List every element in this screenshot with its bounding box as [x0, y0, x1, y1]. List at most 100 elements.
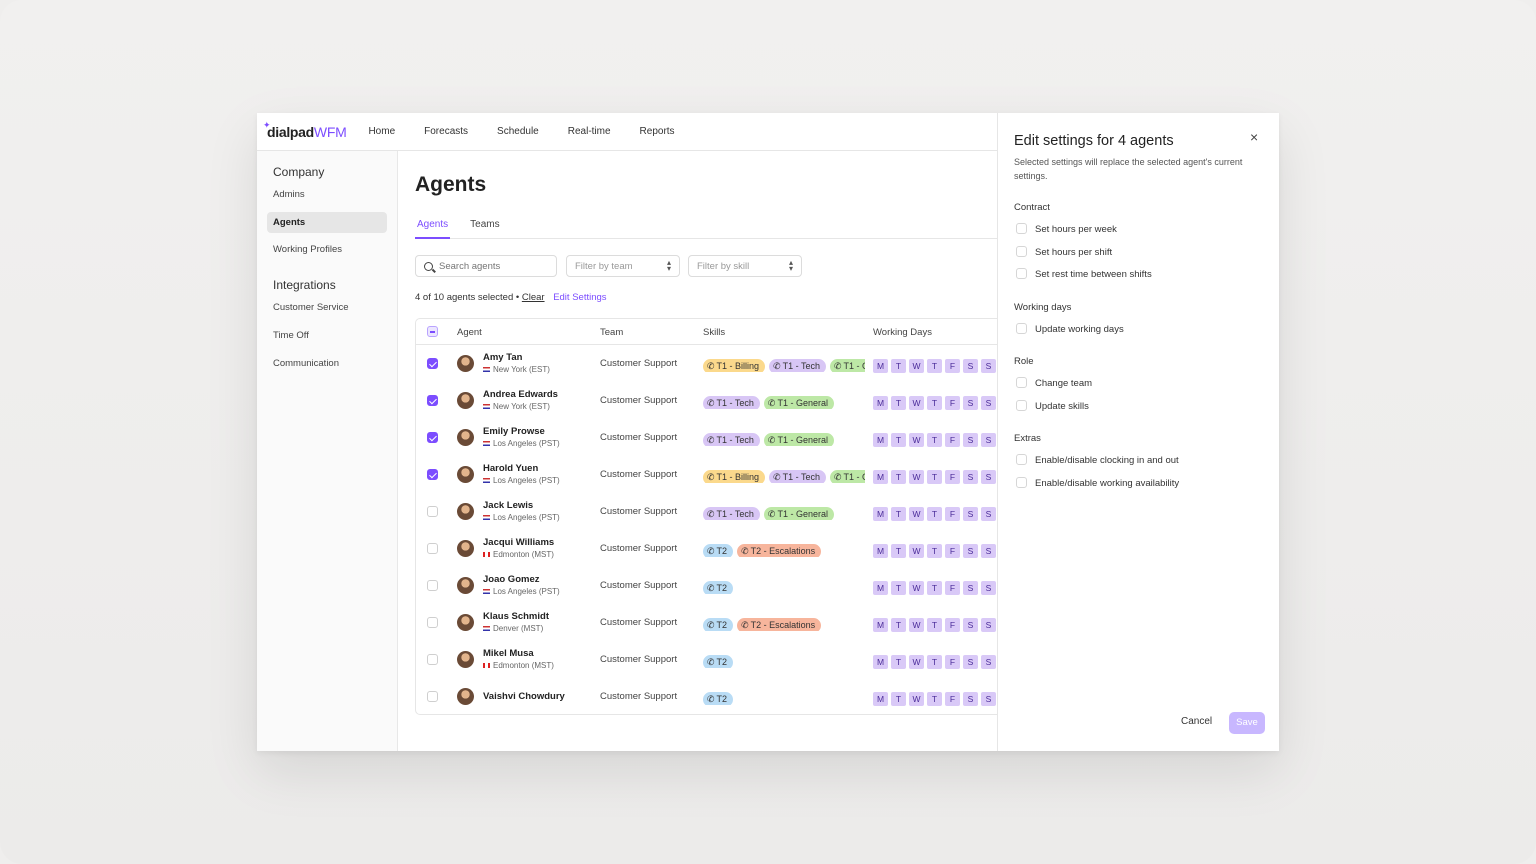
table-row[interactable]: Andrea Edwards New York (EST) Customer Sup… — [416, 382, 997, 419]
dialpad-wfm-logo[interactable]: ✦ dialpadWFM — [263, 120, 347, 140]
day-badge[interactable]: T — [891, 618, 906, 632]
nav-forecasts[interactable]: Forecasts — [424, 126, 469, 137]
day-badge[interactable]: S — [981, 655, 996, 669]
day-badge[interactable]: W — [909, 544, 924, 558]
edit-settings-link[interactable]: Edit Settings — [553, 292, 607, 303]
day-badge[interactable]: M — [873, 544, 888, 558]
day-badge[interactable]: S — [981, 396, 996, 410]
day-badge[interactable]: F — [945, 359, 960, 373]
sidebar-item-communication[interactable]: Communication — [273, 358, 339, 369]
search-input[interactable] — [439, 260, 549, 272]
filter-skill-select[interactable]: Filter by skill ▴ ▾ — [688, 255, 802, 277]
day-badge[interactable]: M — [873, 581, 888, 595]
checkbox[interactable] — [1016, 400, 1027, 411]
close-icon[interactable]: × — [1250, 129, 1259, 145]
day-badge[interactable]: F — [945, 618, 960, 632]
day-badge[interactable]: S — [981, 692, 996, 706]
day-badge[interactable]: M — [873, 692, 888, 706]
day-badge[interactable]: W — [909, 470, 924, 484]
sidebar-item-admins[interactable]: Admins — [273, 189, 305, 200]
day-badge[interactable]: W — [909, 396, 924, 410]
day-badge[interactable]: M — [873, 655, 888, 669]
day-badge[interactable]: T — [927, 396, 942, 410]
checkbox[interactable] — [1016, 268, 1027, 279]
day-badge[interactable]: F — [945, 544, 960, 558]
day-badge[interactable]: T — [891, 470, 906, 484]
clear-selection-link[interactable]: Clear — [521, 292, 545, 303]
day-badge[interactable]: W — [909, 618, 924, 632]
sidebar-item-agents[interactable]: Agents — [267, 212, 387, 233]
table-row[interactable]: Mikel Musa Edmonton (MST) Customer Support… — [416, 641, 997, 678]
day-badge[interactable]: S — [981, 618, 996, 632]
day-badge[interactable]: T — [891, 359, 906, 373]
day-badge[interactable]: T — [927, 618, 942, 632]
day-badge[interactable]: T — [891, 396, 906, 410]
option-change-team[interactable]: Change team — [1016, 377, 1092, 389]
day-badge[interactable]: T — [927, 359, 942, 373]
checkbox[interactable] — [1016, 454, 1027, 465]
day-badge[interactable]: M — [873, 470, 888, 484]
day-badge[interactable]: W — [909, 692, 924, 706]
tab-teams[interactable]: Teams — [470, 219, 500, 230]
option-set-rest-time[interactable]: Set rest time between shifts — [1016, 268, 1152, 280]
day-badge[interactable]: S — [963, 581, 978, 595]
option-working-availability[interactable]: Enable/disable working availability — [1016, 477, 1179, 489]
day-badge[interactable]: T — [927, 470, 942, 484]
row-checkbox[interactable] — [427, 432, 438, 443]
day-badge[interactable]: T — [927, 507, 942, 521]
day-badge[interactable]: S — [963, 692, 978, 706]
day-badge[interactable]: S — [963, 507, 978, 521]
day-badge[interactable]: W — [909, 655, 924, 669]
day-badge[interactable]: S — [963, 396, 978, 410]
nav-schedule[interactable]: Schedule — [497, 126, 539, 137]
row-checkbox[interactable] — [427, 654, 438, 665]
day-badge[interactable]: S — [963, 544, 978, 558]
day-badge[interactable]: F — [945, 655, 960, 669]
table-row[interactable]: Emily Prowse Los Angeles (PST) Customer Su… — [416, 419, 997, 456]
option-set-hours-per-shift[interactable]: Set hours per shift — [1016, 246, 1112, 258]
nav-reports[interactable]: Reports — [639, 126, 675, 137]
row-checkbox[interactable] — [427, 543, 438, 554]
option-set-hours-per-week[interactable]: Set hours per week — [1016, 223, 1117, 235]
checkbox[interactable] — [1016, 246, 1027, 257]
day-badge[interactable]: M — [873, 507, 888, 521]
day-badge[interactable]: T — [891, 655, 906, 669]
day-badge[interactable]: S — [981, 470, 996, 484]
day-badge[interactable]: S — [963, 433, 978, 447]
day-badge[interactable]: F — [945, 433, 960, 447]
select-all-checkbox[interactable] — [427, 326, 438, 337]
filter-team-select[interactable]: Filter by team ▴ ▾ — [566, 255, 680, 277]
day-badge[interactable]: T — [891, 433, 906, 447]
day-badge[interactable]: S — [981, 359, 996, 373]
day-badge[interactable]: W — [909, 359, 924, 373]
save-button[interactable]: Save — [1229, 712, 1265, 734]
cancel-button[interactable]: Cancel — [1181, 716, 1213, 727]
day-badge[interactable]: T — [891, 692, 906, 706]
checkbox[interactable] — [1016, 377, 1027, 388]
table-row[interactable]: Vaishvi Chowdury Customer Support ✆ T2 M T W T F… — [416, 678, 997, 714]
row-checkbox[interactable] — [427, 469, 438, 480]
checkbox[interactable] — [1016, 223, 1027, 234]
day-badge[interactable]: F — [945, 396, 960, 410]
day-badge[interactable]: S — [981, 433, 996, 447]
table-row[interactable]: Harold Yuen Los Angeles (PST) Customer Sup… — [416, 456, 997, 493]
day-badge[interactable]: T — [927, 433, 942, 447]
day-badge[interactable]: T — [927, 581, 942, 595]
day-badge[interactable]: M — [873, 359, 888, 373]
checkbox[interactable] — [1016, 323, 1027, 334]
day-badge[interactable]: S — [963, 359, 978, 373]
day-badge[interactable]: S — [963, 618, 978, 632]
tab-agents[interactable]: Agents — [415, 213, 451, 239]
day-badge[interactable]: M — [873, 396, 888, 410]
option-update-skills[interactable]: Update skills — [1016, 400, 1089, 412]
day-badge[interactable]: F — [945, 470, 960, 484]
row-checkbox[interactable] — [427, 506, 438, 517]
day-badge[interactable]: W — [909, 581, 924, 595]
day-badge[interactable]: F — [945, 581, 960, 595]
day-badge[interactable]: W — [909, 507, 924, 521]
day-badge[interactable]: S — [981, 581, 996, 595]
table-row[interactable]: Amy Tan New York (EST) Customer Support ✆ T1… — [416, 345, 997, 382]
sidebar-item-customer-service[interactable]: Customer Service — [273, 302, 349, 313]
day-badge[interactable]: T — [891, 581, 906, 595]
option-clocking[interactable]: Enable/disable clocking in and out — [1016, 454, 1179, 466]
